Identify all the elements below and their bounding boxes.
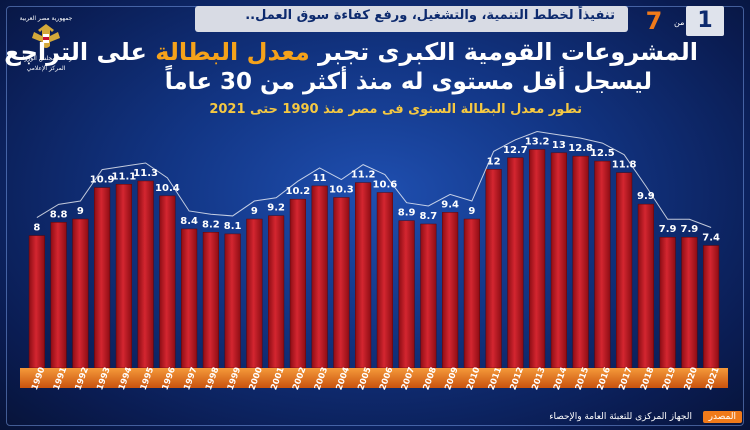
value-label-1990: 8 [33, 223, 40, 234]
bar-2006 [376, 192, 393, 369]
page-of-label: من [674, 18, 685, 27]
source-text: الجهاز المركزى للتعبئة العامة والإحصاء [549, 412, 692, 422]
value-label-1992: 9 [77, 206, 84, 217]
bar-2009 [442, 212, 459, 369]
bar-1993 [94, 187, 111, 369]
cabinet-logo: جمهورية مصر العربية رئاسة مجلس الوزراء ا… [20, 15, 73, 72]
x-axis-band [20, 368, 728, 388]
value-label-2003: 11 [313, 173, 327, 184]
main-title-line2: ليسجل أقل مستوى له منذ أكثر من 30 عاماً [164, 69, 652, 95]
bar-1992 [72, 218, 89, 369]
page-current: 1 [686, 6, 724, 36]
value-label-1999: 8.1 [224, 221, 242, 232]
title-highlight: معدل البطالة [155, 38, 310, 66]
value-label-2001: 9.2 [267, 203, 285, 214]
value-label-2007: 8.9 [398, 208, 416, 219]
value-label-2014: 13 [552, 140, 566, 151]
value-label-1996: 10.4 [155, 183, 180, 194]
bar-2005 [355, 182, 372, 369]
bar-2019 [659, 236, 676, 369]
logo-line1: جمهورية مصر العربية [20, 15, 73, 22]
trend-line [36, 131, 712, 228]
bar-1990 [28, 235, 45, 369]
bar-2016 [594, 160, 611, 369]
bar-2017 [616, 172, 633, 369]
bar-2013 [529, 149, 546, 369]
bar-2014 [550, 152, 567, 369]
page-indicator: 7 من 1 [634, 6, 726, 36]
value-label-2012: 12.7 [503, 145, 528, 156]
bar-2008 [420, 223, 437, 369]
value-label-2008: 8.7 [420, 211, 438, 222]
chart-subtitle: تطور معدل البطالة السنوى فى مصر منذ 1990… [209, 102, 582, 117]
value-label-2005: 11.2 [351, 170, 376, 181]
bar-2012 [507, 157, 524, 369]
value-label-2021: 7.4 [702, 233, 720, 244]
value-label-2009: 9.4 [441, 199, 459, 210]
value-label-1995: 11.3 [133, 168, 158, 179]
value-label-1991: 8.8 [50, 209, 68, 220]
main-title-line1: المشروعات القومية الكبرى تجبر معدل البطا… [4, 38, 698, 66]
bar-2007 [398, 220, 415, 369]
bar-2021 [703, 245, 720, 369]
bar-2004 [333, 197, 350, 369]
logo-line2: رئاسة مجلس الوزراء [20, 55, 72, 62]
bar-1998 [202, 232, 219, 369]
value-label-2017: 11.8 [612, 160, 637, 171]
bar-2000 [246, 218, 263, 369]
value-label-2015: 12.8 [568, 143, 593, 154]
bar-2002 [289, 198, 306, 369]
value-label-2000: 9 [251, 206, 258, 217]
value-label-2019: 7.9 [659, 224, 677, 235]
top-banner [195, 6, 628, 32]
source-label: المصدر [702, 411, 742, 423]
bar-2011 [485, 169, 502, 369]
value-label-2018: 9.9 [637, 191, 655, 202]
value-label-1997: 8.4 [180, 216, 198, 227]
bar-2018 [637, 203, 654, 369]
bar-2003 [311, 185, 328, 369]
bar-1994 [115, 184, 132, 369]
value-label-2013: 13.2 [525, 137, 550, 148]
bar-1996 [159, 195, 176, 369]
value-label-2002: 10.2 [286, 186, 311, 197]
value-label-2016: 12.5 [590, 148, 615, 159]
bar-2020 [681, 236, 698, 369]
value-label-1993: 10.9 [90, 175, 115, 186]
value-label-2006: 10.6 [373, 180, 398, 191]
bar-2001 [268, 215, 285, 369]
value-label-1998: 8.2 [202, 219, 220, 230]
value-label-1994: 11.1 [112, 171, 137, 182]
bar-2015 [572, 155, 589, 369]
value-label-2004: 10.3 [329, 185, 354, 196]
page-total: 7 [645, 7, 663, 35]
bar-1991 [50, 222, 67, 369]
bar-1999 [224, 233, 241, 369]
bar-1995 [137, 180, 154, 369]
value-label-2020: 7.9 [681, 224, 699, 235]
value-label-2011: 12 [487, 156, 501, 167]
bar-1997 [181, 228, 198, 369]
title-part2: على التراجع [4, 38, 156, 66]
value-label-2010: 9 [468, 206, 475, 217]
bar-2010 [463, 218, 480, 369]
tagline: تنفيذاً لخطط التنمية، والتشغيل، ورفع كفا… [245, 8, 615, 23]
title-part1: المشروعات القومية الكبرى تجبر [309, 38, 698, 66]
logo-line3: المركز الإعلامي [27, 65, 66, 72]
